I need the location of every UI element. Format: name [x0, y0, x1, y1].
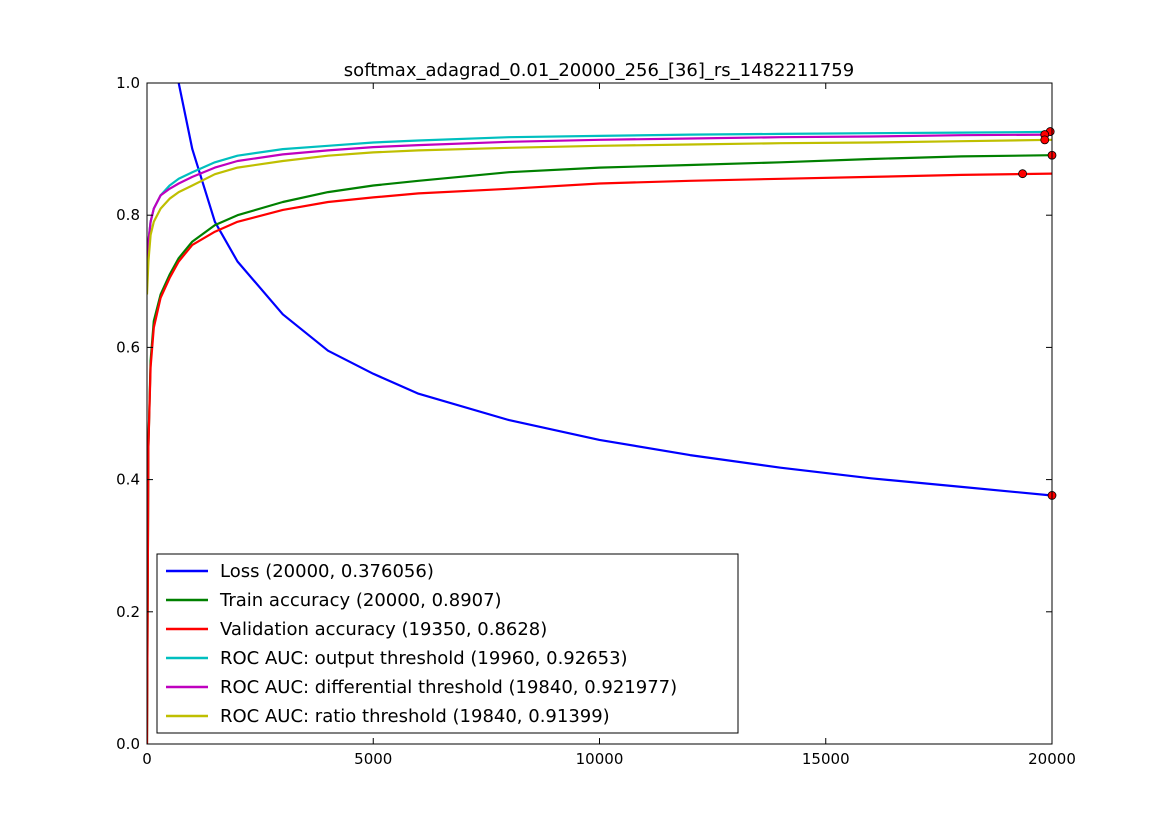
- legend-label-5: ROC AUC: ratio threshold (19840, 0.91399…: [220, 706, 610, 727]
- legend: Loss (20000, 0.376056) Train accuracy (20…: [156, 553, 739, 734]
- legend-label-0: Loss (20000, 0.376056): [220, 561, 434, 582]
- y-tick-label: 0.2: [116, 603, 140, 621]
- series-line-4: [147, 133, 1052, 269]
- chart-title: softmax_adagrad_0.01_20000_256_[36]_rs_1…: [344, 60, 854, 81]
- series-line-2: [147, 172, 1052, 744]
- axes-ticks: 0 5000 10000 15000 20000 0.0 0.2 0.4 0.6 0.8 1.0: [116, 74, 1076, 768]
- series-marker-5: [1040, 135, 1050, 145]
- legend-label-2: Validation accuracy (19350, 0.8628): [220, 619, 547, 640]
- y-tick-label: 1.0: [116, 74, 140, 92]
- y-tick-label: 0.4: [116, 471, 140, 489]
- series-line-5: [147, 138, 1052, 295]
- series-marker-2: [1018, 169, 1027, 179]
- x-tick-label: 0: [142, 750, 152, 768]
- y-tick-label: 0.6: [116, 338, 140, 356]
- legend-box: [156, 553, 739, 734]
- legend-label-3: ROC AUC: output threshold (19960, 0.9265…: [220, 648, 628, 669]
- x-tick-label: 10000: [576, 750, 624, 768]
- y-tick-label: 0.8: [116, 206, 140, 224]
- x-tick-label: 15000: [802, 750, 850, 768]
- series-line-1: [147, 154, 1052, 744]
- legend-label-1: Train accuracy (20000, 0.8907): [219, 590, 502, 611]
- series-line-3: [147, 130, 1052, 269]
- plot-area: [147, 83, 1057, 744]
- x-tick-label: 5000: [354, 750, 392, 768]
- x-tick-label: 20000: [1028, 750, 1076, 768]
- legend-label-4: ROC AUC: differential threshold (19840, …: [220, 677, 677, 698]
- series-line-0: [177, 83, 1052, 497]
- y-tick-label: 0.0: [116, 735, 140, 753]
